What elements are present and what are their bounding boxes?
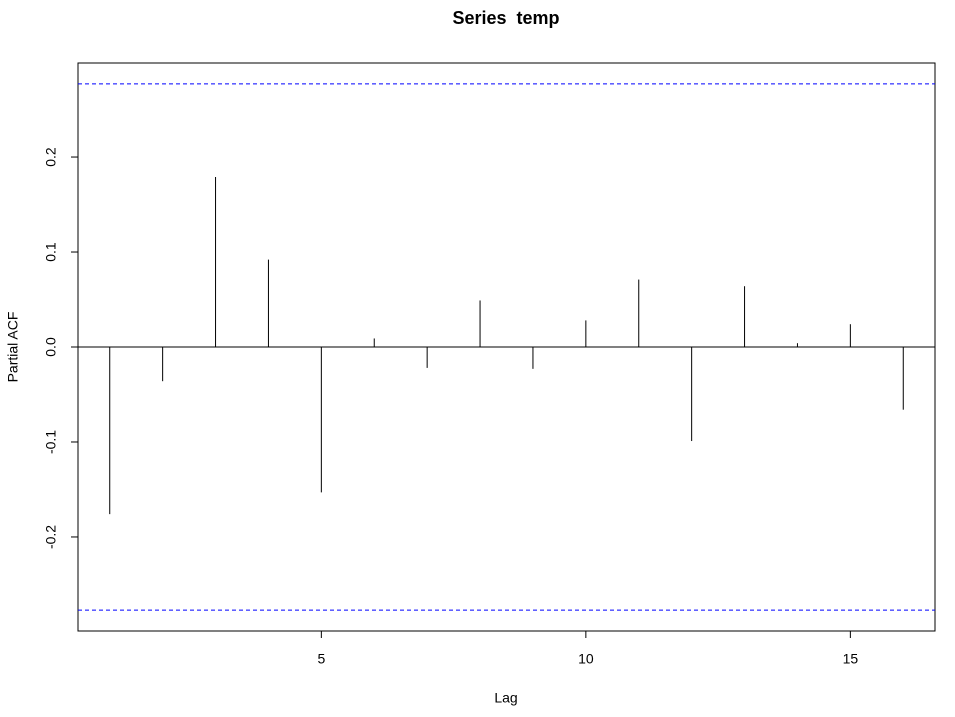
x-tick-label: 15 <box>843 651 859 667</box>
x-tick-label: 10 <box>578 651 594 667</box>
x-axis-label: Lag <box>494 690 517 706</box>
x-tick-label: 5 <box>317 651 325 667</box>
y-tick-label: -0.2 <box>43 525 59 549</box>
y-tick-label: 0.1 <box>43 242 59 262</box>
y-tick-label: 0.2 <box>43 147 59 167</box>
y-tick-label: 0.0 <box>43 337 59 357</box>
y-axis-label: Partial ACF <box>5 312 21 383</box>
y-tick-label: -0.1 <box>43 430 59 454</box>
chart-title: Series temp <box>452 8 559 28</box>
